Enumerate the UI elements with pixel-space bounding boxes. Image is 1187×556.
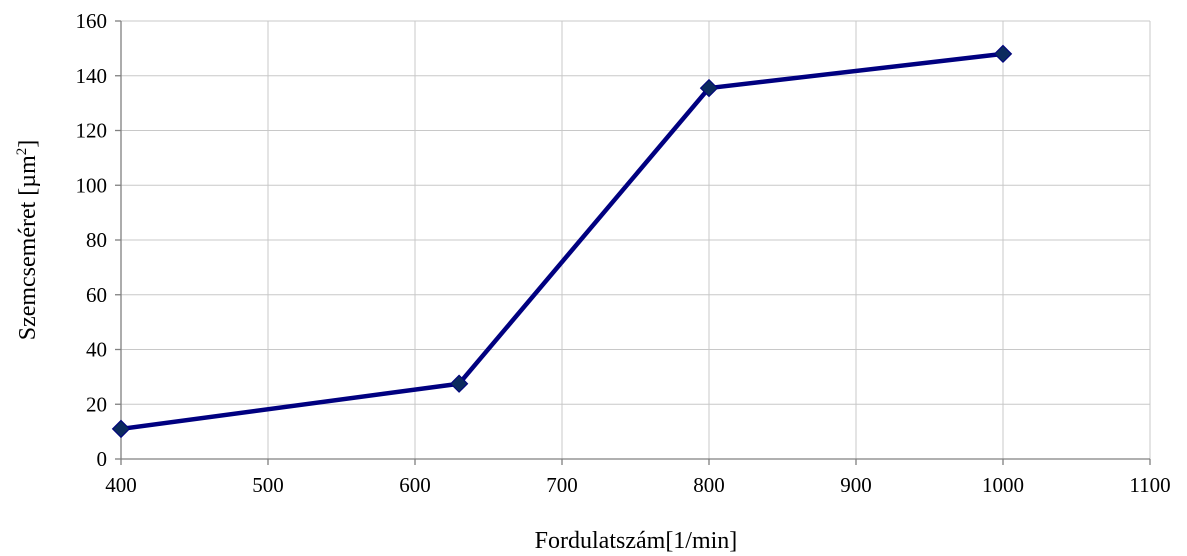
x-axis-title: Fordulatszám[1/min] xyxy=(535,528,738,554)
y-tick-label: 0 xyxy=(97,447,108,471)
grid-layer xyxy=(121,20,1151,459)
x-tick-label: 1100 xyxy=(1129,473,1170,497)
series-layer xyxy=(111,44,1013,439)
x-tick-label: 800 xyxy=(693,473,725,497)
y-tick-label: 140 xyxy=(76,64,108,88)
x-tick-label: 1000 xyxy=(982,473,1024,497)
y-axis-title-superscript: 2 xyxy=(14,148,30,156)
y-tick-label: 20 xyxy=(86,392,107,416)
y-axis-title-main: Szemcseméret [µm xyxy=(15,155,41,340)
x-tick-label: 600 xyxy=(399,473,431,497)
y-tick-label: 80 xyxy=(86,228,107,252)
data-point-marker xyxy=(993,44,1013,64)
x-tick-label: 400 xyxy=(105,473,137,497)
x-tick-label: 900 xyxy=(840,473,872,497)
data-point-marker xyxy=(699,78,719,98)
series-line xyxy=(118,51,1006,432)
y-tick-label: 60 xyxy=(86,283,107,307)
y-tick-label: 100 xyxy=(76,173,108,197)
tick-labels: 0 20 40 60 80 100 120 140 160 400 500 600 700 800 900 1… xyxy=(76,9,1171,497)
y-tick-label: 160 xyxy=(76,9,108,33)
y-tick-label: 40 xyxy=(86,338,107,362)
data-point-marker xyxy=(111,419,131,439)
data-point-marker xyxy=(449,374,469,393)
y-axis-title-end: ] xyxy=(15,140,41,148)
y-axis-title: Szemcseméret [µm2] xyxy=(14,140,41,341)
axes-layer xyxy=(115,20,1151,465)
x-tick-label: 500 xyxy=(252,473,284,497)
x-tick-label: 700 xyxy=(546,473,578,497)
y-tick-label: 120 xyxy=(76,119,108,143)
